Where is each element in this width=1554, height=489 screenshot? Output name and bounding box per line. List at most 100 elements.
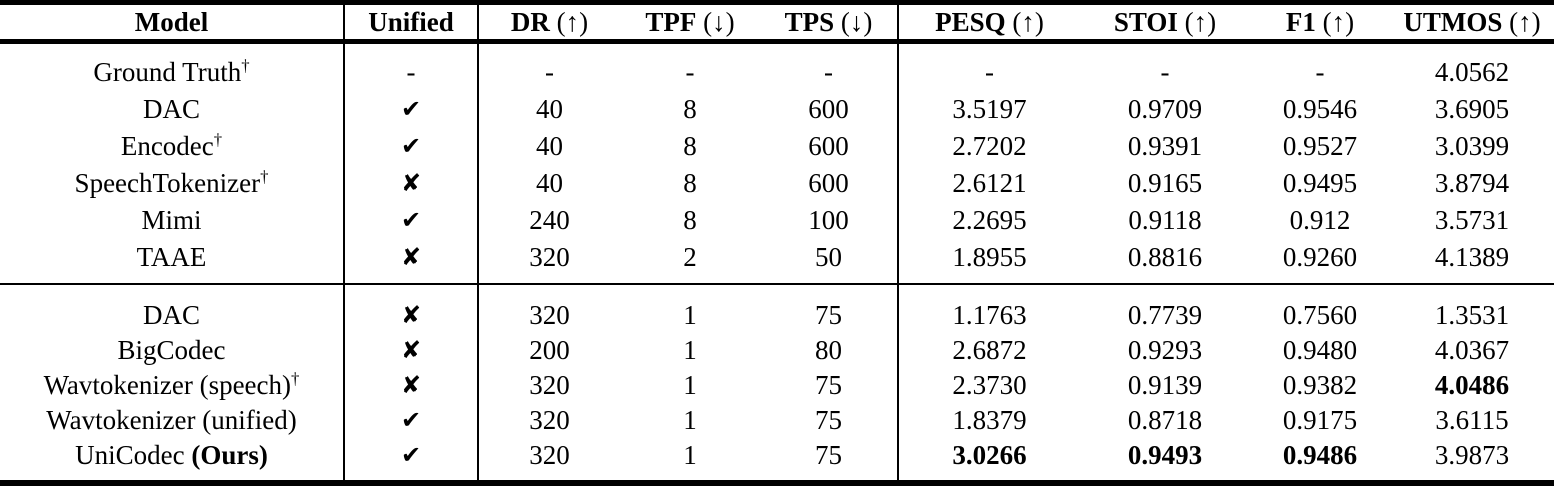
tpf-value-cell: 2: [683, 241, 697, 272]
unified-cell: ✘: [344, 164, 479, 201]
tps-value-cell: 100: [760, 201, 899, 238]
tpf-value-cell: 1: [683, 299, 697, 330]
f1-value-cell: 0.9260: [1282, 241, 1358, 272]
tpf-value-cell: 8: [683, 167, 697, 198]
f1-value-cell: 0.9175: [1282, 404, 1358, 435]
tps-value-cell: -: [760, 41, 899, 90]
column-header-unified: Unified: [344, 2, 479, 44]
pesq-value-cell: 1.8955: [952, 241, 1027, 272]
dr-value-cell: 40: [536, 93, 563, 124]
utmos-value-cell: 3.5731: [1434, 204, 1510, 235]
pesq-value-cell: 2.3730: [952, 369, 1027, 400]
tps-value-cell: 600: [760, 127, 899, 164]
stoi-value-cell: 0.9391: [1127, 130, 1203, 161]
unified-cell: ✘: [344, 238, 479, 284]
table-row: Ground Truth† - - - - - - - 4.0562: [0, 41, 1554, 90]
dagger-icon: †: [291, 368, 300, 388]
column-label: TPS: [784, 7, 835, 37]
f1-value-cell: 0.9480: [1282, 334, 1358, 365]
f1-value-cell: 0.912: [1289, 204, 1351, 235]
unified-cell: ✔: [344, 402, 479, 437]
table-header: Model Unified DR (↑) TPF (↓) TPS (↓) PESQ (↑)…: [0, 2, 1554, 44]
column-header-model: Model: [0, 2, 345, 44]
tpf-value-cell: 8: [683, 204, 697, 235]
column-label: UTMOS: [1403, 7, 1503, 37]
check-icon: ✔: [400, 132, 422, 160]
model-cell: Wavtokenizer (speech)†: [0, 367, 345, 402]
stoi-value-cell: 0.9709: [1127, 93, 1203, 124]
tps-value-cell: 75: [760, 284, 899, 332]
tps-value-cell: 75: [760, 437, 899, 483]
column-header-f1: F1 (↑): [1250, 2, 1390, 44]
table-row: Mimi ✔ 240 8 100 2.2695 0.9118 0.912 3.5731: [0, 201, 1554, 238]
cross-icon: ✘: [400, 243, 422, 271]
utmos-value-cell: 4.0486: [1434, 369, 1510, 400]
tps-value-cell: 75: [760, 402, 899, 437]
header-row: Model Unified DR (↑) TPF (↓) TPS (↓) PESQ (↑)…: [0, 2, 1554, 44]
model-name: BigCodec: [117, 334, 226, 365]
tps-value-cell: 600: [760, 90, 899, 127]
f1-value-cell: 0.9527: [1282, 130, 1358, 161]
tpf-value-cell: 8: [683, 93, 697, 124]
stoi-value-cell: 0.9493: [1127, 439, 1203, 470]
utmos-value-cell: 3.9873: [1434, 439, 1510, 470]
tpf-value-cell: 1: [683, 404, 697, 435]
model-cell: Ground Truth†: [0, 41, 345, 90]
column-label: Unified: [368, 7, 454, 37]
utmos-value-cell: 4.1389: [1434, 241, 1510, 272]
dr-value-cell: 40: [536, 167, 563, 198]
table-row: UniCodec (Ours) ✔ 320 1 75 3.0266 0.9493 0.9486…: [0, 437, 1554, 483]
tpf-value-cell: 1: [683, 369, 697, 400]
tpf-value-cell: -: [685, 57, 695, 87]
model-name: Wavtokenizer (speech): [43, 369, 292, 400]
unified-cell: ✘: [344, 332, 479, 367]
model-name: DAC: [142, 93, 200, 124]
arrow-down-icon: (↓): [696, 7, 735, 37]
model-cell: SpeechTokenizer†: [0, 164, 345, 201]
model-cell: Encodec†: [0, 127, 345, 164]
pesq-value-cell: 3.5197: [952, 93, 1027, 124]
model-name: Ground Truth: [93, 57, 242, 87]
table-section-2: DAC ✘ 320 1 75 1.1763 0.7739 0.7560 1.3531 BigCod…: [0, 284, 1554, 483]
tpf-value-cell: 8: [683, 130, 697, 161]
column-header-tpf: TPF (↓): [620, 2, 760, 44]
model-name-ours-suffix: (Ours): [184, 439, 268, 470]
utmos-value-cell: 3.6905: [1434, 93, 1510, 124]
utmos-value-cell: 4.0367: [1434, 334, 1510, 365]
model-cell: BigCodec: [0, 332, 345, 367]
column-label: Model: [134, 7, 209, 37]
model-name: TAAE: [136, 241, 207, 272]
pesq-value-cell: 2.7202: [952, 130, 1027, 161]
f1-value-cell: 0.9486: [1282, 439, 1358, 470]
utmos-value-cell: 3.0399: [1434, 130, 1510, 161]
utmos-value-cell: 4.0562: [1434, 57, 1510, 87]
column-label: STOI: [1113, 7, 1178, 37]
dr-value-cell: 40: [536, 130, 563, 161]
model-cell: UniCodec (Ours): [0, 437, 345, 483]
dr-value-cell: 200: [529, 334, 570, 365]
table-row: SpeechTokenizer† ✘ 40 8 600 2.6121 0.9165 0.949…: [0, 164, 1554, 201]
model-cell: Mimi: [0, 201, 345, 238]
tpf-value-cell: 1: [683, 439, 697, 470]
dagger-icon: †: [260, 166, 269, 186]
model-name: Encodec: [120, 130, 214, 161]
model-name: SpeechTokenizer: [74, 167, 261, 198]
stoi-value-cell: 0.9293: [1127, 334, 1203, 365]
table-row: DAC ✘ 320 1 75 1.1763 0.7739 0.7560 1.3531: [0, 284, 1554, 332]
table-row: Encodec† ✔ 40 8 600 2.7202 0.9391 0.9527 3.0399: [0, 127, 1554, 164]
dr-value-cell: 320: [529, 439, 570, 470]
arrow-up-icon: (↑): [1177, 7, 1217, 37]
arrow-down-icon: (↓): [834, 7, 873, 37]
tps-value-cell: 600: [760, 164, 899, 201]
dr-value-cell: 240: [529, 204, 570, 235]
dash-placeholder: -: [406, 57, 416, 87]
cross-icon: ✘: [400, 301, 422, 329]
stoi-value-cell: 0.8718: [1127, 404, 1203, 435]
check-icon: ✔: [400, 406, 422, 434]
arrow-up-icon: (↑): [1315, 7, 1355, 37]
f1-value-cell: 0.9382: [1282, 369, 1358, 400]
stoi-value-cell: 0.9118: [1128, 204, 1202, 235]
model-cell: TAAE: [0, 238, 345, 284]
unified-cell: ✘: [344, 284, 479, 332]
utmos-value-cell: 3.8794: [1434, 167, 1510, 198]
